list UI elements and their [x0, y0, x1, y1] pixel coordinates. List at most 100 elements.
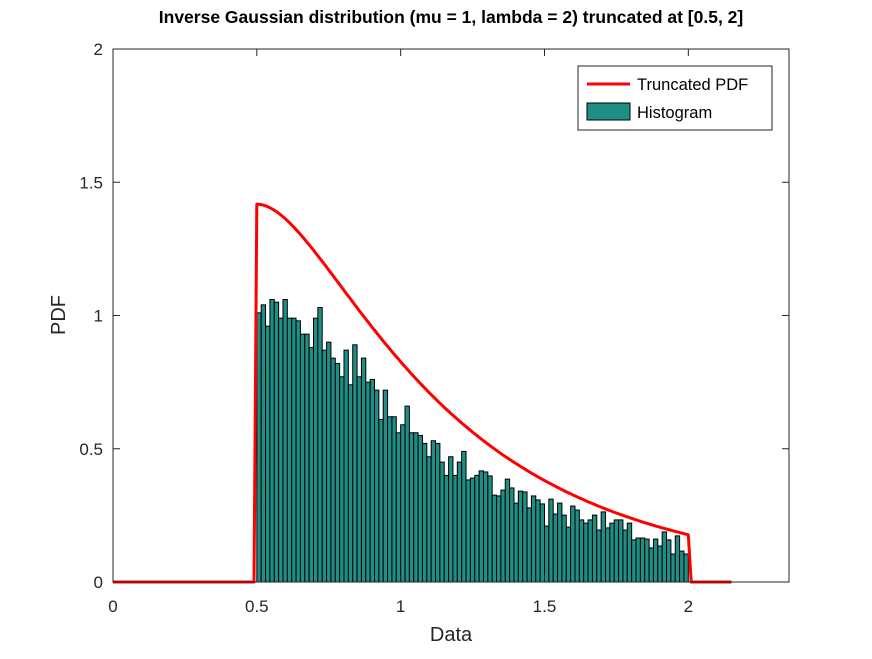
histogram-bar — [509, 487, 515, 583]
histogram-bar — [430, 440, 437, 583]
histogram-bar — [387, 416, 393, 583]
histogram-bar — [282, 299, 288, 583]
histogram-bar — [548, 498, 554, 583]
histogram-bar — [395, 432, 402, 583]
histogram-bar — [339, 376, 345, 583]
histogram-bar — [517, 490, 524, 583]
histogram-bar — [369, 378, 376, 583]
histogram-bar — [666, 539, 672, 583]
histogram-bar — [461, 450, 467, 583]
histogram-bar — [626, 522, 633, 583]
x-axis-label: Data — [430, 624, 473, 646]
histogram-bar — [426, 456, 432, 583]
histogram-bar — [378, 418, 384, 583]
histogram-bar — [391, 416, 397, 583]
histogram-bar — [513, 502, 519, 583]
histogram-bar — [265, 325, 271, 583]
histogram-bar — [452, 474, 458, 583]
histogram-bar — [304, 333, 310, 583]
histogram-bar — [360, 357, 367, 583]
histogram-bar — [334, 362, 341, 583]
histogram-bar — [683, 553, 689, 583]
histogram-bar — [312, 317, 319, 583]
y-tick-label: 1.5 — [79, 173, 103, 192]
histogram-bar — [631, 539, 637, 583]
histogram-bar — [260, 304, 267, 583]
histogram-bar — [374, 389, 380, 583]
histogram-bar — [539, 503, 545, 583]
histogram-bar — [487, 475, 493, 583]
histogram-bar — [413, 432, 419, 583]
legend: Truncated PDF Histogram — [577, 65, 773, 131]
histogram-bar — [330, 357, 336, 583]
x-tick-label: 1.5 — [533, 597, 557, 616]
y-axis-label: PDF — [48, 295, 70, 335]
histogram-bar — [587, 519, 593, 583]
histogram-bar — [308, 346, 314, 583]
histogram-bar — [635, 537, 641, 583]
histogram-bar — [526, 507, 532, 583]
histogram-bar — [674, 535, 681, 583]
histogram-bar — [400, 424, 406, 583]
histogram-bar — [570, 505, 576, 583]
histogram-bar — [465, 479, 471, 583]
histogram-bar — [552, 513, 559, 583]
histogram-bar — [613, 519, 620, 583]
histogram-bar — [644, 538, 650, 583]
histogram-bar — [652, 538, 659, 583]
y-tick-label: 1 — [94, 307, 103, 326]
histogram-bar — [417, 434, 423, 583]
histogram-bar — [530, 495, 537, 583]
histogram-bar — [543, 525, 550, 583]
histogram-bar — [491, 494, 498, 583]
histogram-bar — [408, 432, 415, 583]
histogram-bar — [670, 553, 676, 583]
histogram-bar — [600, 511, 607, 583]
histogram-bar — [609, 522, 615, 583]
histogram-bar — [326, 341, 332, 583]
histogram-bar — [605, 527, 611, 583]
histogram-bar — [299, 333, 306, 583]
histogram-bar — [317, 307, 323, 583]
histogram-bar — [448, 456, 454, 583]
histogram-bar — [596, 529, 602, 583]
chart-title: Inverse Gaussian distribution (mu = 1, l… — [159, 7, 743, 27]
histogram-bar — [648, 547, 654, 583]
axis-ticks — [112, 48, 789, 583]
histogram-bar — [469, 477, 476, 583]
x-tick-label: 1 — [396, 597, 405, 616]
histogram-bar — [439, 461, 445, 583]
histogram-bar — [482, 471, 489, 583]
histogram-bar — [535, 499, 541, 583]
histogram-bar — [421, 442, 428, 583]
histogram-bar — [522, 491, 528, 583]
histogram-bar — [591, 514, 598, 583]
histogram-bar — [291, 317, 297, 583]
x-tick-label: 0.5 — [245, 597, 269, 616]
legend-histogram-label: Histogram — [637, 104, 712, 122]
histogram-bar — [557, 502, 563, 583]
histogram-bar — [661, 531, 668, 583]
histogram-bar — [574, 509, 580, 583]
histogram-bar — [679, 550, 685, 583]
histogram-bar — [618, 519, 624, 583]
histogram-bar — [657, 545, 663, 583]
histogram-bar — [496, 495, 502, 583]
histogram-bar — [343, 349, 349, 583]
histogram-bar — [504, 478, 511, 583]
histogram-bar — [456, 461, 463, 583]
histogram-bar — [565, 526, 572, 583]
x-tick-labels: 0 0.5 1 1.5 2 — [108, 597, 693, 616]
x-tick-label: 0 — [108, 597, 117, 616]
histogram-bar — [295, 320, 301, 583]
histogram-bar — [474, 474, 480, 583]
histogram-bar — [321, 349, 328, 583]
histogram-bar — [622, 529, 628, 583]
histogram-bar — [583, 522, 589, 583]
histogram-bar — [382, 389, 389, 583]
histogram-bar — [578, 519, 585, 583]
histogram-bar — [278, 317, 284, 583]
histogram-bar — [286, 317, 293, 583]
legend-histogram-swatch — [586, 102, 631, 121]
